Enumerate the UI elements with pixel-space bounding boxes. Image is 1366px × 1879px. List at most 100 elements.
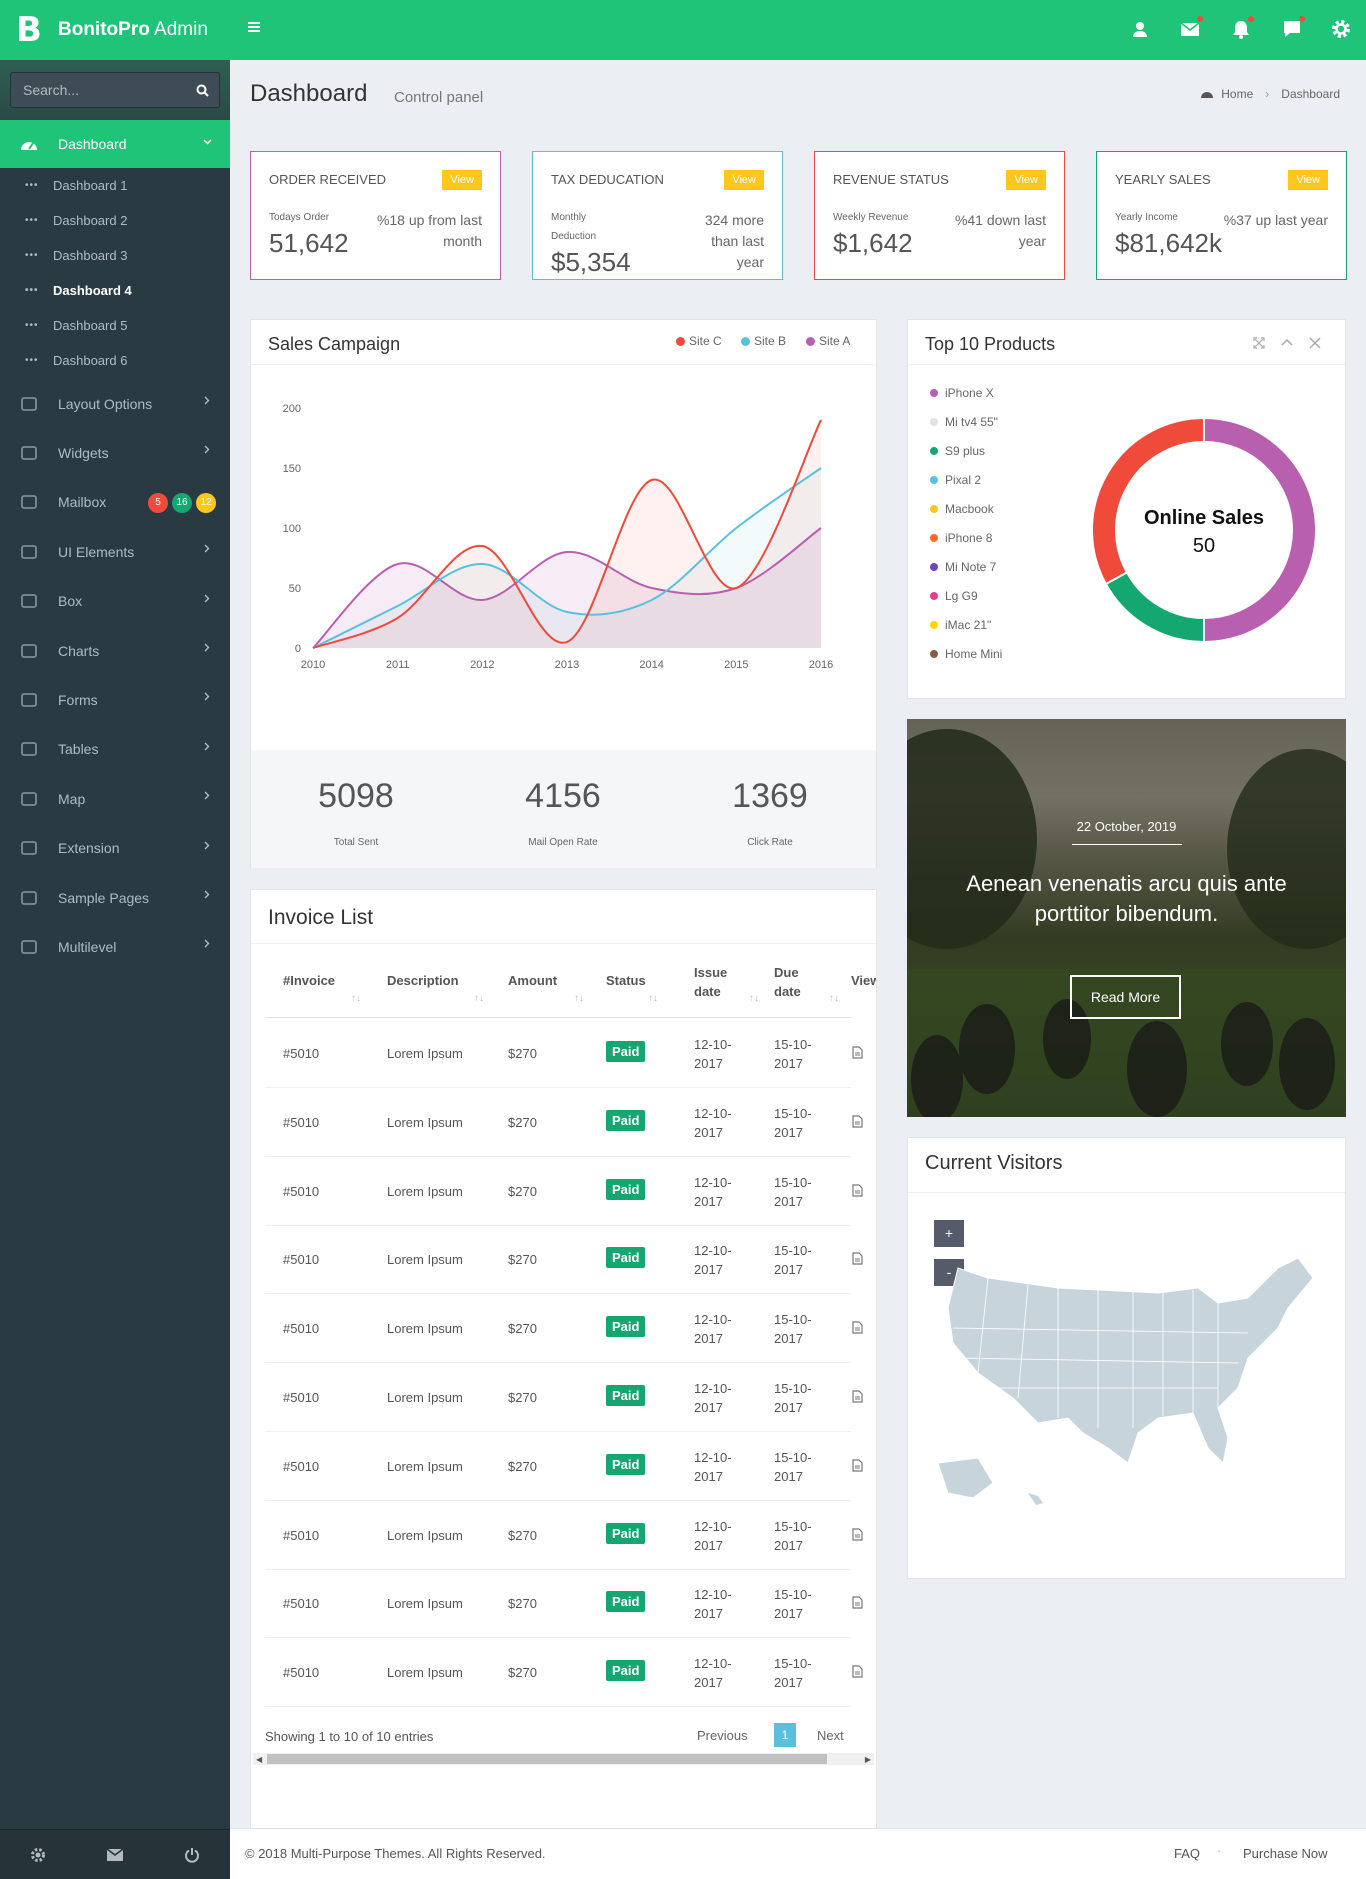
sort-arrows-icon[interactable]: ↑↓ bbox=[648, 993, 658, 1004]
issue-date: 12-10-2017 bbox=[694, 1174, 732, 1209]
due-date: 15-10-2017 bbox=[774, 1449, 812, 1484]
sort-arrows-icon[interactable]: ↑↓ bbox=[474, 993, 484, 1004]
legend-item[interactable]: Site A bbox=[806, 334, 850, 348]
view-button[interactable]: View bbox=[1288, 170, 1328, 190]
chat-icon[interactable] bbox=[1281, 16, 1305, 40]
collapse-icon[interactable] bbox=[1281, 337, 1293, 349]
view-button[interactable]: View bbox=[442, 170, 482, 190]
sidebar-subitem[interactable]: ••• Dashboard 4 bbox=[0, 273, 230, 308]
breadcrumb-home[interactable]: Home bbox=[1221, 87, 1254, 101]
menu-toggle-icon[interactable] bbox=[248, 20, 262, 34]
row-divider bbox=[265, 1706, 851, 1708]
settings-icon[interactable] bbox=[0, 1830, 77, 1879]
file-icon[interactable] bbox=[852, 1665, 863, 1678]
column-header[interactable]: Status bbox=[606, 973, 646, 988]
gear-icon[interactable] bbox=[1330, 18, 1352, 40]
scrollbar-thumb[interactable] bbox=[267, 1754, 827, 1764]
divider bbox=[908, 364, 1345, 365]
sidebar-item-charts[interactable]: Charts bbox=[0, 626, 230, 675]
sidebar-item-label: Forms bbox=[58, 691, 98, 708]
file-icon[interactable] bbox=[852, 1115, 863, 1128]
laptop-icon bbox=[0, 544, 58, 560]
scroll-left-arrow[interactable]: ◀ bbox=[256, 1755, 263, 1764]
page-1-button[interactable]: 1 bbox=[774, 1723, 796, 1747]
faq-link[interactable]: FAQ bbox=[1174, 1846, 1201, 1861]
sidebar-subitem[interactable]: ••• Dashboard 2 bbox=[0, 203, 230, 238]
sort-arrows-icon[interactable]: ↑↓ bbox=[574, 993, 584, 1004]
view-button[interactable]: View bbox=[724, 170, 764, 190]
zoom-in-button[interactable]: + bbox=[934, 1220, 964, 1247]
usa-map[interactable] bbox=[918, 1248, 1338, 1508]
column-header[interactable]: Issue date bbox=[694, 965, 728, 999]
logo[interactable]: B BonitoPro Admin bbox=[0, 0, 230, 60]
invoice-amount: $270 bbox=[508, 1390, 537, 1405]
previous-button[interactable]: Previous bbox=[697, 1728, 748, 1743]
bell-icon[interactable] bbox=[1230, 16, 1254, 40]
series-line bbox=[312, 419, 822, 649]
file-icon[interactable] bbox=[852, 1183, 863, 1197]
sidebar-subitem[interactable]: ••• Dashboard 3 bbox=[0, 238, 230, 273]
file-icon[interactable] bbox=[852, 1390, 863, 1403]
product-name: Macbook bbox=[945, 502, 994, 516]
column-header[interactable]: Amount bbox=[508, 973, 558, 988]
x-tick-label: 2012 bbox=[470, 659, 494, 671]
legend-item[interactable]: Site C bbox=[676, 334, 722, 348]
column-header[interactable]: Due date bbox=[774, 965, 801, 999]
file-icon[interactable] bbox=[852, 1252, 863, 1265]
mail-icon[interactable] bbox=[1179, 16, 1203, 40]
bullet: ••• bbox=[25, 215, 39, 226]
sidebar-item-mailbox[interactable]: Mailbox 5 16 12 bbox=[0, 478, 230, 527]
sort-arrows-icon[interactable]: ↑↓ bbox=[351, 993, 361, 1004]
sidebar-subitem[interactable]: ••• Dashboard 6 bbox=[0, 343, 230, 378]
sidebar-subitem[interactable]: ••• Dashboard 1 bbox=[0, 168, 230, 203]
search-icon[interactable] bbox=[196, 84, 209, 97]
sidebar-item-multilevel[interactable]: Multilevel bbox=[0, 922, 230, 971]
sidebar-item-label: Tables bbox=[58, 741, 99, 758]
sidebar-item-ui-elements[interactable]: UI Elements bbox=[0, 527, 230, 576]
dashboard-icon bbox=[20, 137, 38, 151]
horizontal-scrollbar[interactable]: ◀ ▶ bbox=[253, 1753, 874, 1765]
sidebar-subitem[interactable]: ••• Dashboard 5 bbox=[0, 308, 230, 343]
power-icon[interactable] bbox=[153, 1830, 230, 1879]
sidebar-item-layout-options[interactable]: Layout Options bbox=[0, 379, 230, 428]
sidebar-item-forms[interactable]: Forms bbox=[0, 675, 230, 724]
view-button[interactable]: View bbox=[1006, 170, 1046, 190]
purchase-now-link[interactable]: Purchase Now bbox=[1243, 1846, 1328, 1861]
product-swatch bbox=[930, 476, 938, 484]
bullet: ••• bbox=[25, 320, 39, 331]
row-divider bbox=[265, 1362, 851, 1364]
sidebar-item-widgets[interactable]: Widgets bbox=[0, 428, 230, 477]
sort-arrows-icon[interactable]: ↑↓ bbox=[829, 993, 839, 1004]
sidebar-item-extension[interactable]: Extension bbox=[0, 824, 230, 873]
stat-title: YEARLY SALES bbox=[1115, 172, 1211, 187]
legend-label: Site C bbox=[689, 334, 722, 348]
next-button[interactable]: Next bbox=[817, 1728, 844, 1743]
sort-arrows-icon[interactable]: ↑↓ bbox=[749, 993, 759, 1004]
expand-icon[interactable] bbox=[1253, 337, 1265, 349]
envelope-icon bbox=[0, 494, 58, 510]
file-icon[interactable] bbox=[852, 1596, 863, 1609]
kpi-click-rate-value: 1369 bbox=[732, 777, 808, 815]
mail-icon[interactable] bbox=[77, 1830, 154, 1879]
search-input[interactable] bbox=[11, 73, 191, 107]
invoice-amount: $270 bbox=[508, 1321, 537, 1337]
column-header[interactable]: #Invoice bbox=[283, 973, 336, 988]
sidebar-item-map[interactable]: Map bbox=[0, 774, 230, 823]
sidebar-item-sample-pages[interactable]: Sample Pages bbox=[0, 873, 230, 922]
file-icon[interactable] bbox=[852, 1459, 863, 1472]
sidebar-item-dashboard[interactable]: Dashboard bbox=[0, 120, 230, 168]
issue-date: 12-10-2017 bbox=[694, 1518, 732, 1553]
sidebar-item-tables[interactable]: Tables bbox=[0, 725, 230, 774]
file-icon[interactable] bbox=[852, 1046, 863, 1059]
file-icon[interactable] bbox=[852, 1321, 863, 1334]
column-header[interactable]: View bbox=[851, 973, 876, 988]
file-icon[interactable] bbox=[852, 1527, 863, 1541]
user-icon[interactable] bbox=[1129, 18, 1151, 40]
sidebar-item-box[interactable]: Box bbox=[0, 577, 230, 626]
read-more-button[interactable]: Read More bbox=[1070, 975, 1181, 1019]
close-icon[interactable] bbox=[1309, 337, 1321, 349]
invoice-amount: $270 bbox=[508, 1183, 537, 1199]
legend-item[interactable]: Site B bbox=[741, 334, 786, 348]
column-header[interactable]: Description bbox=[387, 973, 459, 988]
scroll-right-arrow[interactable]: ▶ bbox=[864, 1755, 871, 1764]
